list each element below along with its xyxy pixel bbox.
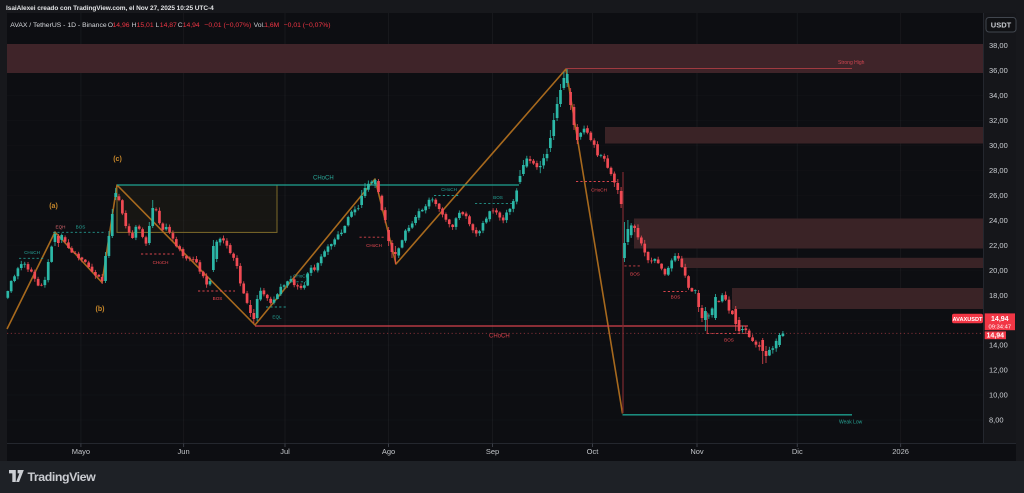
svg-text:2026: 2026 [892,447,909,456]
svg-text:EQH: EQH [56,225,66,230]
svg-text:12,00: 12,00 [989,366,1008,375]
svg-text:26,00: 26,00 [989,191,1008,200]
svg-text:BOS: BOS [671,295,681,300]
svg-text:Ago: Ago [382,447,395,456]
svg-text:1,6M: 1,6M [264,22,279,29]
svg-text:32,00: 32,00 [989,116,1008,125]
svg-text:18,00: 18,00 [989,291,1008,300]
svg-text:CHoCH: CHoCH [293,274,309,279]
svg-text:24,00: 24,00 [989,216,1008,225]
svg-text:Weak Low: Weak Low [839,420,863,426]
svg-text:38,00: 38,00 [989,41,1008,50]
svg-text:L: L [156,22,160,29]
svg-text:14,96: 14,96 [113,22,130,29]
svg-text:Sep: Sep [486,447,499,456]
svg-text:−0,01 (−0,07%): −0,01 (−0,07%) [284,22,331,29]
svg-text:8,00: 8,00 [989,416,1004,425]
svg-text:−0,01 (−0,07%): −0,01 (−0,07%) [204,22,251,29]
svg-text:22,00: 22,00 [989,241,1008,250]
svg-text:BOS: BOS [724,338,734,343]
svg-text:14,94: 14,94 [991,316,1009,323]
svg-text:28,00: 28,00 [989,166,1008,175]
svg-text:Jul: Jul [280,447,290,456]
svg-text:Dic: Dic [792,447,803,456]
svg-text:15,01: 15,01 [137,22,154,29]
svg-text:Mayo: Mayo [72,447,90,456]
svg-text:30,00: 30,00 [989,141,1008,150]
svg-text:(c): (c) [113,156,122,163]
svg-text:AVAXUSDT: AVAXUSDT [953,317,984,323]
svg-text:H: H [132,22,137,29]
svg-text:(b): (b) [96,306,105,313]
svg-text:O: O [108,22,113,29]
svg-text:14,00: 14,00 [989,341,1008,350]
svg-text:14,94: 14,94 [987,333,1005,340]
svg-text:CHoCH: CHoCH [313,176,334,182]
svg-text:14,94: 14,94 [183,22,200,29]
svg-text:C: C [178,22,183,29]
svg-text:Oct: Oct [587,447,600,456]
svg-text:34,00: 34,00 [989,91,1008,100]
svg-text:EQL: EQL [272,315,282,320]
svg-text:CHoCH: CHoCH [441,187,457,192]
svg-text:CHoCH: CHoCH [591,188,607,193]
svg-text:BOS: BOS [76,225,86,230]
svg-text:CHoCH: CHoCH [153,260,169,265]
svg-text:USDT: USDT [991,21,1012,30]
svg-text:(a): (a) [49,203,58,210]
svg-text:CHoCH: CHoCH [489,334,510,340]
svg-text:20,00: 20,00 [989,266,1008,275]
svg-text:Nov: Nov [690,447,704,456]
svg-text:14,87: 14,87 [160,22,177,29]
svg-text:Jun: Jun [178,447,190,456]
svg-text:IsaiAlexei creado con TradingV: IsaiAlexei creado con TradingView.com, e… [6,5,214,12]
svg-text:Vol.: Vol. [254,22,265,29]
svg-text:Strong High: Strong High [838,60,865,66]
svg-text:10,00: 10,00 [989,391,1008,400]
svg-text:AVAX / TetherUS - 1D - Binance: AVAX / TetherUS - 1D - Binance [10,22,107,29]
svg-text:BOS: BOS [630,272,640,277]
svg-text:BOS: BOS [213,296,223,301]
svg-text:BOS: BOS [493,195,503,200]
svg-text:CHoCH: CHoCH [24,250,40,255]
svg-text:TradingView: TradingView [28,470,97,484]
svg-text:36,00: 36,00 [989,66,1008,75]
svg-text:CHoCH: CHoCH [366,243,382,248]
svg-text:09:34:47: 09:34:47 [989,325,1012,331]
